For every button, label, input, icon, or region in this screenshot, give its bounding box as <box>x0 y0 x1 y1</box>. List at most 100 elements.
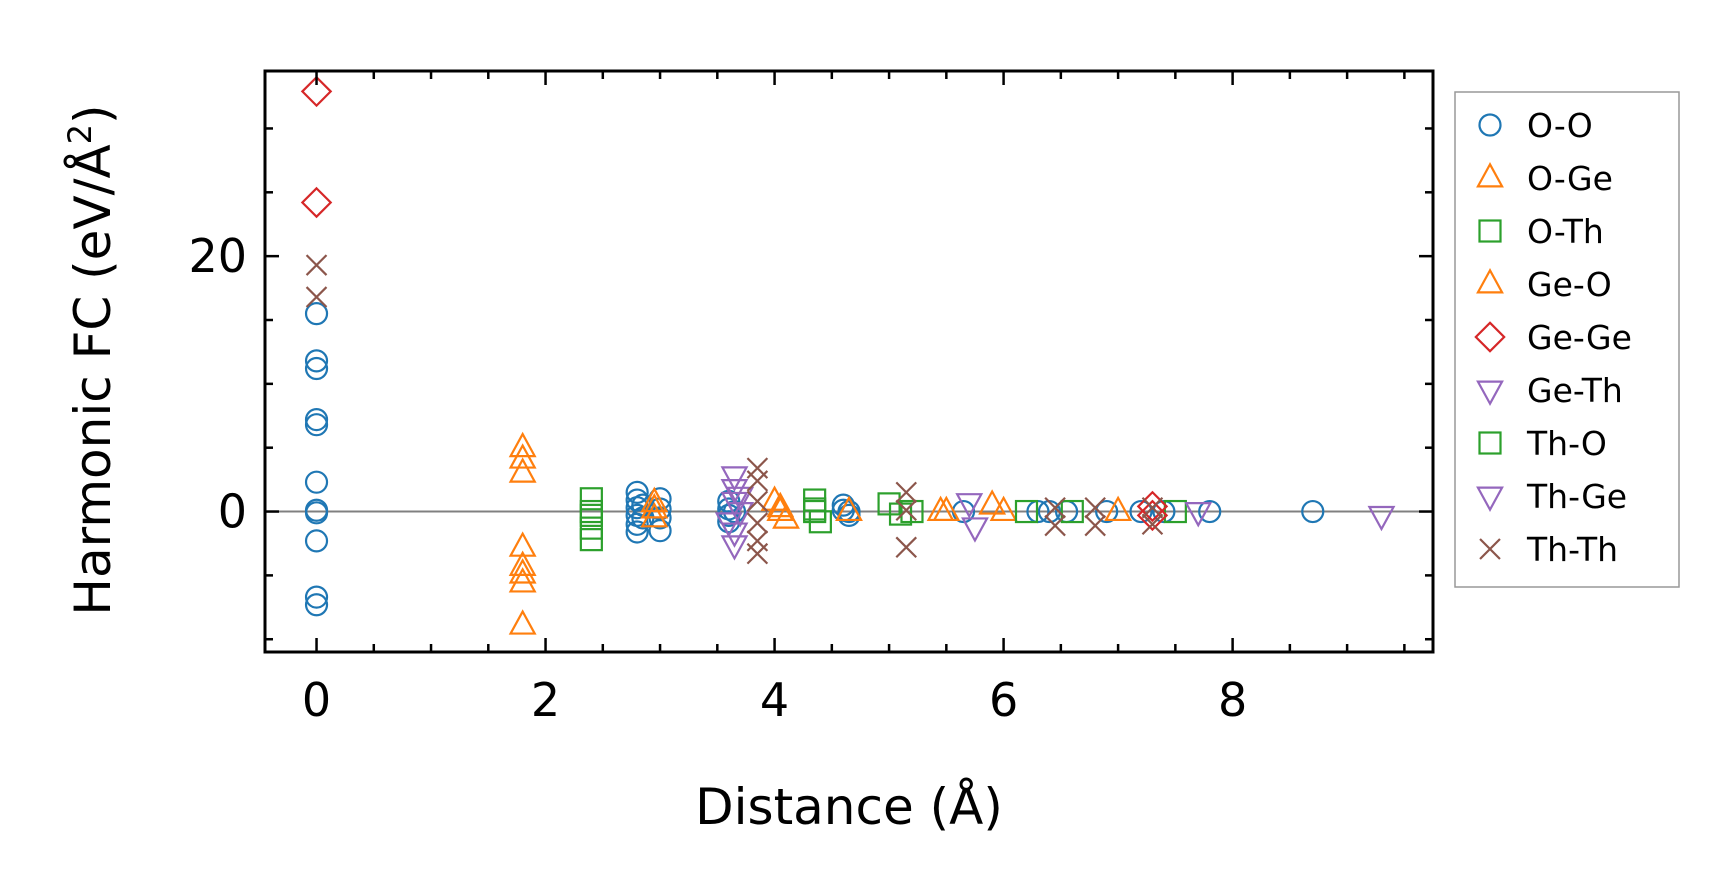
data-point-th-ge <box>726 486 755 513</box>
data-point-o-ge <box>1104 495 1133 522</box>
data-point-o-o <box>304 585 329 609</box>
data-point-o-o <box>304 349 329 373</box>
data-point-ge-th <box>955 493 984 519</box>
legend: O-O O-Ge O-Th Ge-O Ge-Ge Ge-Th Th-O Th-Ge Th-Th <box>1454 91 1680 588</box>
legend-item-th-ge: Th-Ge <box>1476 477 1627 516</box>
legend-item-o-th: O-Th <box>1478 212 1604 251</box>
y-axis-label-superscript: 2 <box>61 124 99 144</box>
data-point-th-th <box>1044 496 1066 519</box>
x-axis-label: Distance (Å) <box>695 778 1003 836</box>
data-point-o-th <box>1163 499 1187 524</box>
data-point-o-ge <box>978 489 1007 515</box>
legend-label: Th-Th <box>1526 530 1618 569</box>
legend-label: O-O <box>1527 106 1593 145</box>
series-th-ge <box>714 486 755 538</box>
data-point-th-th <box>895 536 918 559</box>
legend-marker-o-ge <box>1476 162 1504 188</box>
legend-item-th-th: Th-Th <box>1479 530 1618 569</box>
data-point-o-ge <box>640 501 669 528</box>
legend-label: O-Th <box>1527 212 1604 251</box>
data-point-o-ge <box>508 558 537 584</box>
data-point-o-o <box>304 413 329 437</box>
data-point-o-ge <box>989 495 1018 522</box>
legend-marker-o-th <box>1478 219 1502 243</box>
legend-item-o-o: O-O <box>1478 106 1593 145</box>
data-point-o-o <box>1301 499 1325 524</box>
legend-label: Ge-O <box>1527 265 1612 304</box>
data-point-o-o <box>648 519 672 543</box>
legend-marker-ge-ge <box>1474 321 1506 353</box>
data-point-o-o <box>625 480 649 504</box>
data-point-ge-th <box>1367 505 1396 532</box>
data-point-o-o <box>304 356 329 381</box>
data-point-th-th <box>1141 496 1164 519</box>
series-th-o <box>579 497 827 527</box>
data-point-th-th <box>746 542 769 565</box>
data-point-th-o <box>579 503 603 527</box>
data-point-o-ge <box>766 495 795 522</box>
series-o-ge <box>508 431 1133 635</box>
data-point-o-th <box>1014 499 1039 524</box>
data-point-th-th <box>895 481 918 504</box>
data-point-o-th <box>1060 499 1084 524</box>
y-axis-label-close: ) <box>64 104 122 124</box>
legend-items: O-O O-Ge O-Th Ge-O Ge-Ge Ge-Th Th-O Th-Ge Th-Th <box>1474 106 1632 569</box>
x-tick-label: 0 <box>302 673 331 727</box>
legend-item-ge-th: Ge-Th <box>1476 371 1623 410</box>
data-point-o-ge <box>508 457 537 483</box>
data-point-th-ge <box>714 512 743 538</box>
legend-marker-ge-o <box>1476 268 1504 294</box>
y-tick-label: 20 <box>188 229 247 283</box>
data-point-o-o <box>625 520 649 544</box>
legend-label: Th-Ge <box>1526 477 1627 516</box>
data-point-o-ge <box>508 431 537 458</box>
y-axis-label: Harmonic FC (eV/Å2) <box>61 104 122 615</box>
legend-label: O-Ge <box>1527 159 1613 198</box>
data-point-o-th <box>579 487 603 511</box>
data-point-o-o <box>304 302 329 326</box>
data-point-th-th <box>1084 514 1106 537</box>
legend-item-ge-o: Ge-O <box>1476 265 1612 304</box>
data-point-ge-ge <box>300 75 333 108</box>
data-point-ge-o <box>640 493 669 519</box>
data-point-o-th <box>808 510 832 534</box>
legend-item-o-ge: O-Ge <box>1476 159 1613 198</box>
y-tick-label: 0 <box>218 485 247 539</box>
data-point-ge-ge <box>300 186 333 219</box>
data-point-o-ge <box>508 550 537 576</box>
series-th-th <box>305 254 1164 565</box>
tick-labels-layer: 0 2 4 6 8 0 20 <box>188 229 1247 727</box>
legend-label: Th-O <box>1526 424 1607 463</box>
x-tick-label: 4 <box>760 673 789 727</box>
data-point-th-th <box>305 254 328 276</box>
data-point-o-ge <box>508 567 537 593</box>
data-point-o-ge <box>508 443 537 469</box>
data-point-ge-ge <box>1136 490 1169 523</box>
data-point-o-ge <box>508 609 537 635</box>
ticks-layer <box>265 71 1433 652</box>
data-point-th-o <box>803 497 827 521</box>
legend-marker-ge-th <box>1476 380 1504 406</box>
data-point-o-o <box>304 593 329 617</box>
x-tick-label: 2 <box>531 673 560 727</box>
data-point-o-ge <box>640 486 669 513</box>
data-point-th-th <box>1044 514 1066 537</box>
data-point-o-o <box>1198 499 1222 524</box>
data-point-o-ge <box>508 531 537 557</box>
legend-item-ge-ge: Ge-Ge <box>1474 318 1632 357</box>
legend-label: Ge-Th <box>1527 371 1623 410</box>
data-point-ge-th <box>720 466 749 492</box>
data-point-th-th <box>305 286 328 308</box>
data-point-o-o <box>304 408 329 432</box>
y-axis-label-main: Harmonic FC (eV/Å <box>64 144 122 615</box>
legend-label: Ge-Ge <box>1527 318 1632 357</box>
data-point-th-th <box>746 470 769 492</box>
data-point-o-th <box>579 528 603 552</box>
data-point-ge-th <box>720 535 749 561</box>
data-point-th-th <box>895 499 918 522</box>
legend-marker-o-o <box>1478 113 1502 137</box>
x-tick-label: 6 <box>989 673 1018 727</box>
data-point-th-th <box>746 512 769 534</box>
